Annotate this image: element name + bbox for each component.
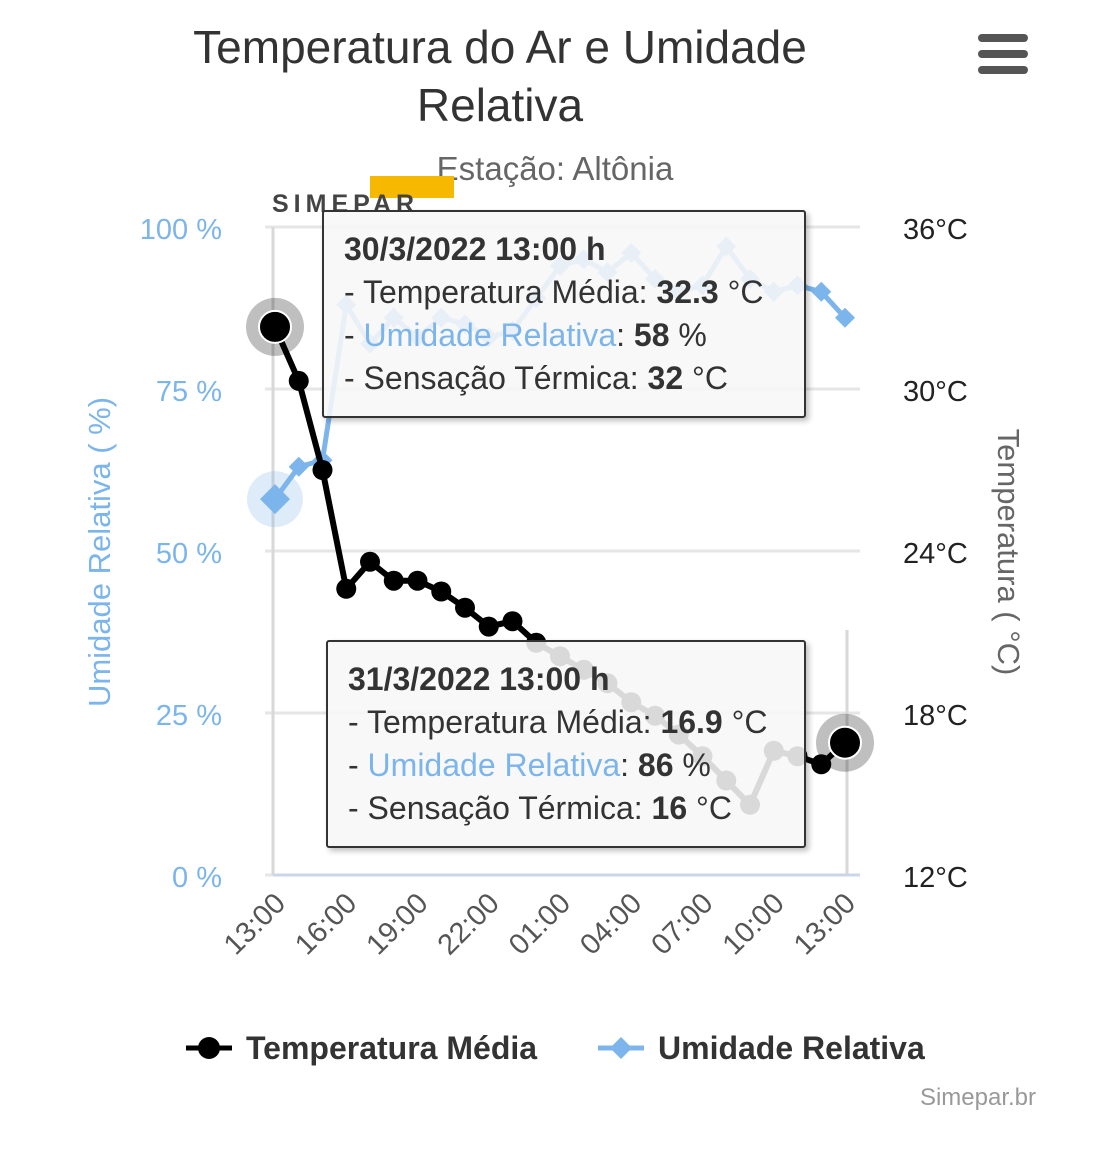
temperatura-point[interactable] <box>383 570 404 591</box>
y-left-tick-label: 25 % <box>156 700 222 732</box>
temperatura-point[interactable] <box>431 581 452 602</box>
x-tick-label: 13:00 <box>788 887 862 961</box>
legend-item-umidade-relativa[interactable]: Umidade Relativa <box>598 1022 925 1074</box>
menu-bar <box>978 50 1028 58</box>
legend-hum-label: Umidade Relativa <box>658 1029 925 1066</box>
temperatura-point[interactable] <box>360 551 380 572</box>
y-right-tick-label: 18°C <box>903 700 968 732</box>
temperatura-point[interactable] <box>811 754 832 775</box>
tooltip-feel-row: - Sensação Térmica: 16 °C <box>348 790 732 826</box>
y-left-tick-label: 75 % <box>156 376 222 408</box>
menu-bar <box>978 66 1028 74</box>
hamburger-menu-icon[interactable] <box>978 34 1032 78</box>
temperatura-point[interactable] <box>258 309 292 344</box>
y-axis-left-label: Umidade Relativa ( %) <box>82 396 117 708</box>
tooltip-temp-row: - Temperatura Média: 32.3 °C <box>344 274 764 310</box>
tooltip-temp-row: - Temperatura Média: 16.9 °C <box>348 704 768 740</box>
y-right-tick-label: 12°C <box>903 862 968 894</box>
menu-bar <box>978 34 1028 42</box>
temperatura-point[interactable] <box>502 611 523 632</box>
legend-temp-label: Temperatura Média <box>246 1029 538 1066</box>
temperatura-point[interactable] <box>828 725 862 760</box>
x-tick-label: 16:00 <box>289 887 363 961</box>
legend-hum-symbol <box>598 1037 644 1059</box>
legend-item-temperatura-media[interactable]: Temperatura Média <box>186 1022 537 1074</box>
chart-subtitle: Estação: Altônia <box>436 150 674 187</box>
temperatura-point[interactable] <box>407 570 428 591</box>
umidade-point[interactable] <box>835 307 855 328</box>
umidade-point[interactable] <box>260 484 290 515</box>
tooltip-hum-row: - Umidade Relativa: 58 % <box>344 317 707 353</box>
tooltip-hum-row: - Umidade Relativa: 86 % <box>348 747 711 783</box>
y-left-tick-label: 100 % <box>140 214 222 246</box>
umidade-point[interactable] <box>811 281 832 302</box>
y-left-tick-label: 0 % <box>172 862 222 894</box>
y-axis-right-label: Temperatura ( °C) <box>991 428 1026 676</box>
temperatura-point[interactable] <box>455 597 475 618</box>
tooltip-date: 30/3/2022 13:00 h <box>344 231 606 267</box>
temperatura-point[interactable] <box>478 616 499 637</box>
y-left-tick-label: 50 % <box>156 538 222 570</box>
x-tick-label: 07:00 <box>646 887 720 961</box>
y-right-tick-label: 24°C <box>903 538 968 570</box>
logo-mark <box>370 176 454 198</box>
y-right-tick-label: 30°C <box>903 376 968 408</box>
temperatura-point[interactable] <box>312 460 333 480</box>
chart-title: Temperatura do Ar e Umidade Relativa <box>193 21 807 131</box>
x-tick-label: 04:00 <box>574 887 648 961</box>
y-right-tick-label: 36°C <box>903 214 968 246</box>
tooltip-start: 30/3/2022 13:00 h - Temperatura Média: 3… <box>322 210 806 418</box>
x-tick-label: 01:00 <box>503 887 577 961</box>
umidade-point[interactable] <box>288 456 309 477</box>
credits-link[interactable]: Simepar.br <box>919 1084 1036 1111</box>
x-tick-label: 10:00 <box>717 887 791 961</box>
legend-temp-symbol <box>186 1037 232 1059</box>
x-tick-label: 22:00 <box>432 887 506 961</box>
tooltip-date: 31/3/2022 13:00 h <box>348 661 610 697</box>
x-tick-label: 13:00 <box>218 887 292 961</box>
tooltip-end: 31/3/2022 13:00 h - Temperatura Média: 1… <box>326 640 806 848</box>
temperatura-point[interactable] <box>288 370 309 391</box>
x-tick-label: 19:00 <box>361 887 435 961</box>
tooltip-feel-row: - Sensação Térmica: 32 °C <box>344 360 728 396</box>
temperatura-point[interactable] <box>336 578 357 599</box>
